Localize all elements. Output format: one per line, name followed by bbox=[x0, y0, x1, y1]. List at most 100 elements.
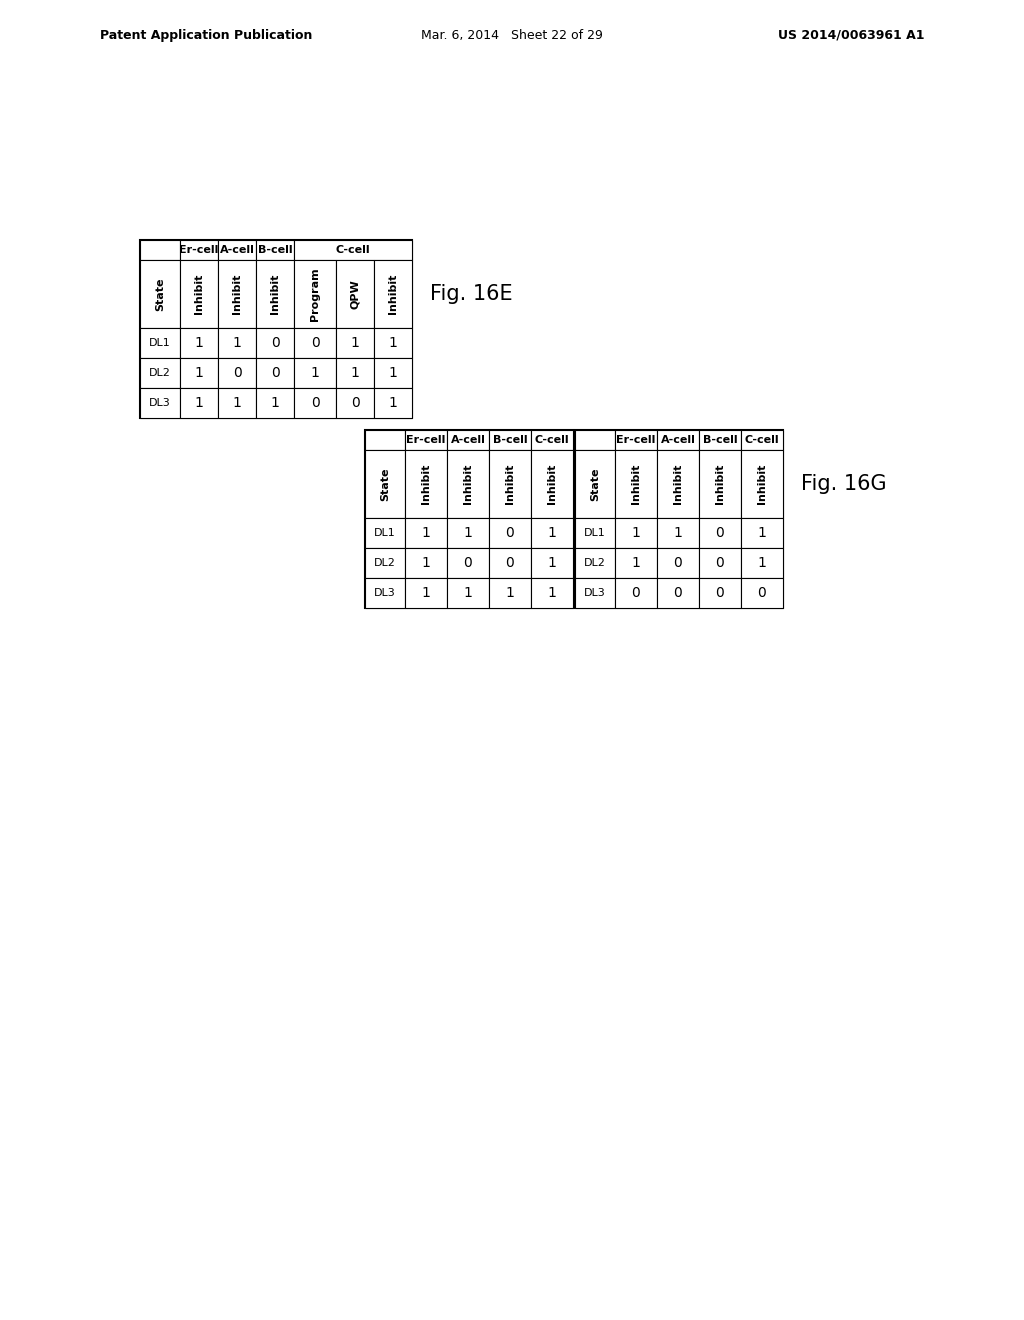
Bar bbox=[140, 388, 180, 418]
Bar bbox=[374, 388, 412, 418]
Bar bbox=[218, 388, 256, 418]
Text: 1: 1 bbox=[232, 337, 242, 350]
Text: 0: 0 bbox=[758, 586, 766, 601]
Text: Inhibit: Inhibit bbox=[505, 463, 515, 504]
Bar bbox=[531, 517, 573, 548]
Text: 0: 0 bbox=[716, 556, 724, 570]
Bar bbox=[615, 450, 657, 517]
Bar bbox=[741, 450, 783, 517]
Text: Mar. 6, 2014   Sheet 22 of 29: Mar. 6, 2014 Sheet 22 of 29 bbox=[421, 29, 603, 41]
Bar bbox=[256, 260, 294, 327]
Text: 1: 1 bbox=[548, 556, 556, 570]
Bar bbox=[180, 358, 218, 388]
Text: Fig. 16F: Fig. 16F bbox=[591, 474, 673, 494]
Text: Inhibit: Inhibit bbox=[194, 273, 204, 314]
Text: 1: 1 bbox=[232, 396, 242, 411]
Text: 1: 1 bbox=[548, 586, 556, 601]
Bar bbox=[294, 327, 336, 358]
Bar bbox=[374, 327, 412, 358]
Bar bbox=[256, 240, 294, 260]
Text: 1: 1 bbox=[422, 586, 430, 601]
Text: 1: 1 bbox=[388, 396, 397, 411]
Text: 0: 0 bbox=[350, 396, 359, 411]
Bar bbox=[218, 240, 256, 260]
Text: 0: 0 bbox=[310, 337, 319, 350]
Text: 1: 1 bbox=[674, 525, 682, 540]
Text: B-cell: B-cell bbox=[702, 436, 737, 445]
Text: Fig. 16G: Fig. 16G bbox=[801, 474, 887, 494]
Bar bbox=[615, 517, 657, 548]
Text: Er-cell: Er-cell bbox=[407, 436, 445, 445]
Text: 0: 0 bbox=[464, 556, 472, 570]
Text: DL2: DL2 bbox=[374, 558, 396, 568]
Text: State: State bbox=[590, 467, 600, 500]
Text: Inhibit: Inhibit bbox=[715, 463, 725, 504]
Text: QPW: QPW bbox=[350, 279, 360, 309]
Text: Inhibit: Inhibit bbox=[757, 463, 767, 504]
Text: DL3: DL3 bbox=[374, 587, 396, 598]
Bar bbox=[699, 430, 741, 450]
Text: 1: 1 bbox=[350, 366, 359, 380]
Bar bbox=[575, 578, 615, 609]
Bar bbox=[365, 450, 406, 517]
Text: 1: 1 bbox=[195, 337, 204, 350]
Text: 1: 1 bbox=[548, 525, 556, 540]
Text: 0: 0 bbox=[310, 396, 319, 411]
Text: A-cell: A-cell bbox=[660, 436, 695, 445]
Bar bbox=[657, 578, 699, 609]
Bar bbox=[406, 578, 447, 609]
Bar bbox=[218, 327, 256, 358]
Bar bbox=[294, 358, 336, 388]
Bar bbox=[140, 358, 180, 388]
Text: Inhibit: Inhibit bbox=[673, 463, 683, 504]
Text: US 2014/0063961 A1: US 2014/0063961 A1 bbox=[777, 29, 924, 41]
Bar bbox=[615, 578, 657, 609]
Text: A-cell: A-cell bbox=[219, 246, 254, 255]
Bar bbox=[336, 260, 374, 327]
Bar bbox=[294, 260, 336, 327]
Bar bbox=[741, 430, 783, 450]
Bar bbox=[140, 240, 180, 260]
Bar bbox=[447, 517, 489, 548]
Bar bbox=[657, 430, 699, 450]
Bar bbox=[365, 430, 573, 609]
Bar bbox=[741, 548, 783, 578]
Bar bbox=[575, 450, 615, 517]
Bar bbox=[489, 578, 531, 609]
Text: Inhibit: Inhibit bbox=[232, 273, 242, 314]
Text: 0: 0 bbox=[716, 525, 724, 540]
Bar bbox=[374, 260, 412, 327]
Text: B-cell: B-cell bbox=[493, 436, 527, 445]
Bar bbox=[531, 578, 573, 609]
Text: 0: 0 bbox=[716, 586, 724, 601]
Bar bbox=[256, 358, 294, 388]
Bar bbox=[406, 548, 447, 578]
Bar bbox=[699, 517, 741, 548]
Text: Patent Application Publication: Patent Application Publication bbox=[100, 29, 312, 41]
Bar bbox=[447, 578, 489, 609]
Bar bbox=[256, 388, 294, 418]
Text: Fig. 16E: Fig. 16E bbox=[430, 284, 513, 304]
Text: 0: 0 bbox=[506, 525, 514, 540]
Text: C-cell: C-cell bbox=[336, 246, 371, 255]
Text: 1: 1 bbox=[464, 586, 472, 601]
Text: 1: 1 bbox=[464, 525, 472, 540]
Bar bbox=[447, 548, 489, 578]
Bar bbox=[180, 260, 218, 327]
Bar bbox=[489, 548, 531, 578]
Bar bbox=[406, 450, 447, 517]
Text: 1: 1 bbox=[632, 525, 640, 540]
Bar bbox=[294, 388, 336, 418]
Bar bbox=[336, 358, 374, 388]
Bar bbox=[489, 517, 531, 548]
Bar bbox=[615, 548, 657, 578]
Text: 0: 0 bbox=[270, 366, 280, 380]
Bar bbox=[699, 578, 741, 609]
Bar bbox=[657, 517, 699, 548]
Bar bbox=[489, 450, 531, 517]
Text: C-cell: C-cell bbox=[744, 436, 779, 445]
Text: State: State bbox=[380, 467, 390, 500]
Bar bbox=[575, 548, 615, 578]
Text: 1: 1 bbox=[506, 586, 514, 601]
Text: 1: 1 bbox=[310, 366, 319, 380]
